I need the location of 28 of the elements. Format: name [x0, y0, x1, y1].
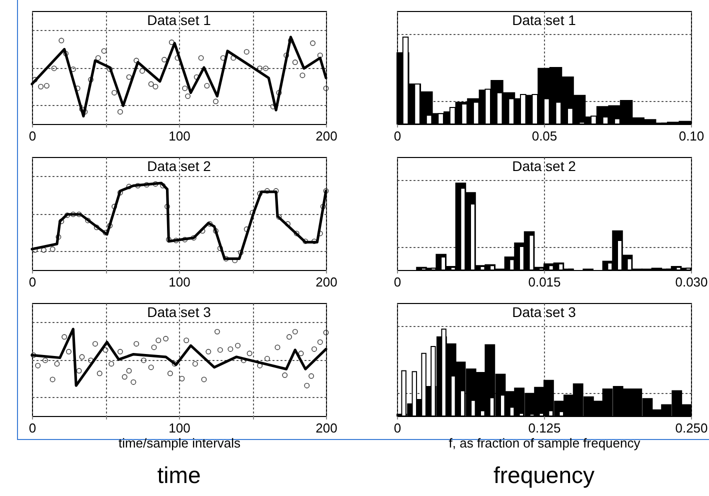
x-axis-title: time/sample intervals [118, 436, 242, 450]
chart-title: Data set 3 [147, 304, 212, 320]
x-tick-label: 0 [28, 420, 36, 436]
x-tick-label: 100 [168, 128, 190, 144]
x-tick-label: 0 [28, 274, 36, 290]
x-axis-title: f, as fraction of sample frequency [448, 436, 641, 450]
chart-title: Data set 2 [147, 158, 212, 174]
text: time [157, 462, 201, 488]
x-tick-label: 0 [394, 420, 402, 436]
x-tick-label: 0.05 [532, 128, 558, 144]
chart-title: Data set 3 [512, 304, 576, 320]
x-tick-label: 0.10 [678, 128, 704, 144]
x-tick-label: 0 [394, 274, 402, 290]
x-tick-label: 0 [394, 128, 402, 144]
chart-title: Data set 2 [512, 158, 576, 174]
x-tick-label: 100 [168, 274, 190, 290]
x-tick-label: 0 [28, 128, 36, 144]
x-tick-label: 100 [168, 420, 190, 436]
x-tick-label: 0.030 [675, 274, 708, 290]
chart-title: Data set 1 [147, 12, 212, 28]
x-tick-label: 0.125 [528, 420, 561, 436]
x-tick-label: 0.250 [675, 420, 708, 436]
x-tick-label: 200 [316, 274, 338, 290]
x-tick-label: 200 [316, 128, 338, 144]
x-tick-label: 200 [316, 420, 338, 436]
x-tick-label: 0.015 [528, 274, 561, 290]
chart-title: Data set 1 [512, 12, 576, 28]
text: frequency [493, 462, 595, 488]
